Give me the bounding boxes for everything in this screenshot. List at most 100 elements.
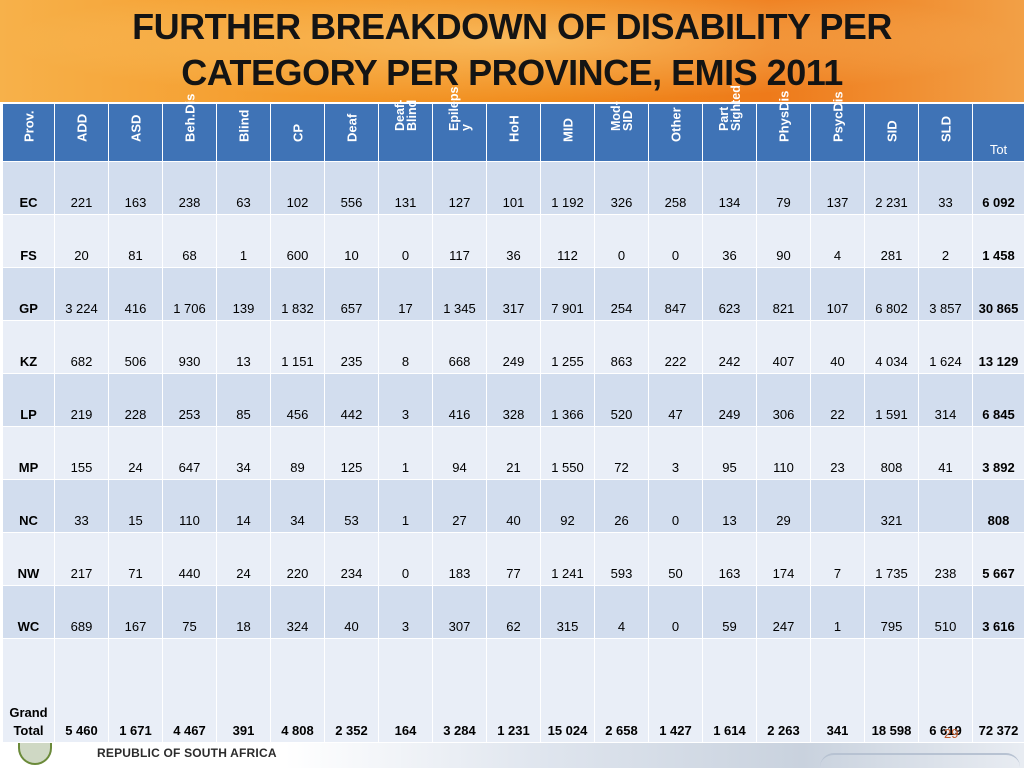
footer: REPUBLIC OF SOUTH AFRICA 29 — [0, 726, 1024, 768]
value-cell: 134 — [702, 160, 757, 216]
province-cell: GP — [2, 267, 55, 322]
province-cell: Grand Total — [2, 638, 55, 743]
header-psycdis: PsycDis — [810, 91, 865, 162]
value-cell: 40 — [810, 320, 865, 375]
value-cell: 3 — [378, 373, 433, 428]
value-cell: 4 — [810, 214, 865, 269]
value-cell: 3 — [648, 426, 703, 481]
value-cell: 14 — [216, 479, 271, 534]
value-cell: 112 — [540, 214, 595, 269]
value-cell: 85 — [216, 373, 271, 428]
value-cell: 33 — [54, 479, 109, 534]
value-cell: 821 — [756, 267, 811, 322]
value-cell: 0 — [378, 532, 433, 587]
value-cell: 341 — [810, 638, 865, 743]
value-cell: 1 550 — [540, 426, 595, 481]
value-cell: 36 — [702, 214, 757, 269]
header-label: Blind — [236, 109, 251, 143]
value-cell: 95 — [702, 426, 757, 481]
value-cell: 217 — [54, 532, 109, 587]
header-add: ADD — [54, 103, 109, 162]
header-label: PsycDis — [830, 91, 845, 142]
value-cell: 68 — [162, 214, 217, 269]
header-total: Tot — [972, 103, 1024, 162]
value-cell: 26 — [594, 479, 649, 534]
value-cell: 1 706 — [162, 267, 217, 322]
value-cell: 4 467 — [162, 638, 217, 743]
value-cell: 8 — [378, 320, 433, 375]
header-label: ADD — [74, 113, 89, 142]
value-cell: 2 658 — [594, 638, 649, 743]
value-cell: 234 — [324, 532, 379, 587]
footer-flourish — [820, 753, 1020, 767]
value-cell: 847 — [648, 267, 703, 322]
value-cell: 235 — [324, 320, 379, 375]
value-cell: 4 034 — [864, 320, 919, 375]
value-cell: 0 — [648, 479, 703, 534]
header-label: MID — [560, 118, 575, 142]
value-cell: 18 598 — [864, 638, 919, 743]
header-hoh: HoH — [486, 103, 541, 162]
value-cell: 326 — [594, 160, 649, 216]
value-cell: 2 — [918, 214, 973, 269]
total-cell: 13 129 — [972, 320, 1024, 375]
value-cell: 520 — [594, 373, 649, 428]
value-cell: 7 901 — [540, 267, 595, 322]
province-cell: EC — [2, 160, 55, 216]
header-label: Deaf — [344, 113, 359, 142]
value-cell: 221 — [54, 160, 109, 216]
value-cell: 94 — [432, 426, 487, 481]
total-cell: 72 372 — [972, 638, 1024, 743]
value-cell: 258 — [648, 160, 703, 216]
value-cell: 167 — [108, 585, 163, 640]
value-cell: 1 671 — [108, 638, 163, 743]
value-cell: 306 — [756, 373, 811, 428]
value-cell: 242 — [702, 320, 757, 375]
value-cell: 0 — [648, 214, 703, 269]
value-cell: 623 — [702, 267, 757, 322]
value-cell: 29 — [756, 479, 811, 534]
value-cell — [810, 479, 865, 534]
value-cell: 391 — [216, 638, 271, 743]
value-cell: 20 — [54, 214, 109, 269]
value-cell: 668 — [432, 320, 487, 375]
slide-title: FURTHER BREAKDOWN OF DISABILITY PER CATE… — [0, 4, 1024, 96]
total-cell: 5 667 — [972, 532, 1024, 587]
value-cell: 2 231 — [864, 160, 919, 216]
value-cell: 59 — [702, 585, 757, 640]
value-cell: 1 345 — [432, 267, 487, 322]
header-label: CP — [290, 123, 305, 142]
header-partsighted: Part Sighted — [702, 85, 757, 162]
table-row: MP 155 24 647 34 89 125 1 94 21 1 550 72 3 95 110 23 808… — [2, 426, 1024, 481]
header-label: SID — [884, 120, 899, 142]
value-cell: 2 352 — [324, 638, 379, 743]
value-cell: 1 366 — [540, 373, 595, 428]
value-cell: 317 — [486, 267, 541, 322]
header-label: Epileps y — [446, 86, 473, 131]
value-cell: 131 — [378, 160, 433, 216]
value-cell: 62 — [486, 585, 541, 640]
value-cell: 137 — [810, 160, 865, 216]
value-cell: 1 — [810, 585, 865, 640]
value-cell: 0 — [594, 214, 649, 269]
value-cell: 102 — [270, 160, 325, 216]
province-cell: NC — [2, 479, 55, 534]
total-cell: 1 458 — [972, 214, 1024, 269]
title-banner: FURTHER BREAKDOWN OF DISABILITY PER CATE… — [0, 0, 1024, 102]
value-cell: 163 — [108, 160, 163, 216]
value-cell: 21 — [486, 426, 541, 481]
value-cell: 92 — [540, 479, 595, 534]
value-cell: 321 — [864, 479, 919, 534]
value-cell: 27 — [432, 479, 487, 534]
value-cell: 219 — [54, 373, 109, 428]
value-cell: 34 — [270, 479, 325, 534]
header-label: Other — [668, 107, 683, 142]
value-cell: 155 — [54, 426, 109, 481]
value-cell: 647 — [162, 426, 217, 481]
header-label: PhysDis — [776, 90, 791, 142]
value-cell: 247 — [756, 585, 811, 640]
province-cell: KZ — [2, 320, 55, 375]
value-cell: 72 — [594, 426, 649, 481]
header-asd: ASD — [108, 103, 163, 162]
total-cell: 6 845 — [972, 373, 1024, 428]
